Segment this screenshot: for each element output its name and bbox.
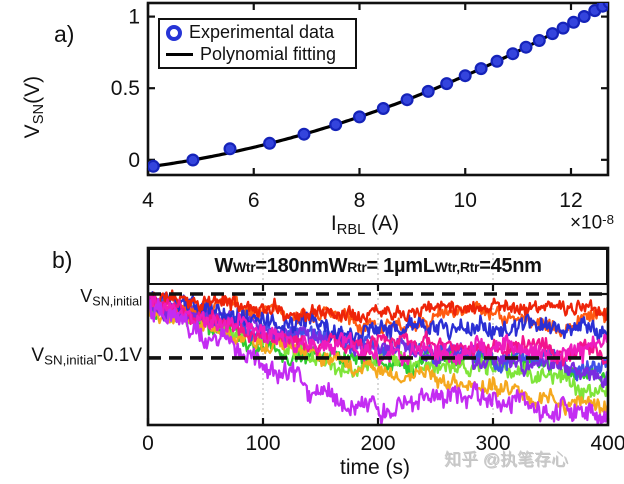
data-point [519,40,533,54]
data-point [440,77,454,91]
data-point [263,136,277,150]
data-point [329,118,343,132]
panel-a-xtick-label: 6 [248,189,260,212]
panel-a-ytick-label: 0.5 [111,77,140,100]
panel-b-xtick-label: 0 [142,432,154,455]
legend-entry-experimental: Experimental data [166,22,349,43]
trace-blue [148,291,608,344]
panel-b-xtick-label: 200 [360,432,395,455]
data-point [223,142,237,156]
data-point [567,15,581,29]
data-point [545,27,559,41]
panel-b-traces [148,289,608,425]
legend: Experimental data Polynomial fitting [158,18,357,69]
panel-a-label: a) [54,21,75,47]
panel-a-y-axis-label: VSN(V) [20,75,47,139]
data-point [577,10,591,24]
data-point [353,110,367,124]
panel-a-xtick-label: 4 [142,189,154,212]
legend-entry-label: Polynomial fitting [200,44,337,64]
panel-b-annotation: W Wtr =180nm W Rtr = 1µm L Wtr,Rtr =45nm [148,248,608,285]
panel-a-series [148,3,608,173]
data-point [376,101,390,115]
panel-a-ytick-label: 0 [128,149,140,172]
trace-magenta [148,292,608,367]
panel-b-xtick-label: 300 [475,432,510,455]
data-point [297,127,311,141]
panel-a-xtick-label: 10 [454,189,477,212]
watermark: 知乎 @执笔存心 [444,450,568,469]
trace-violet [148,297,608,425]
panel-b-reference-lines [148,292,608,360]
panel-b-xtick-label: 400 [590,432,624,455]
legend-entry-fitting: Polynomial fitting [166,44,349,65]
panel-a-x-axis-label: IRBL (A) [330,212,400,239]
panel-b-axes: 0 100 200 300 400 [142,246,624,455]
panel-a-ytick-label: 1 [128,6,140,29]
trace-red [148,289,608,324]
data-point [556,21,570,35]
panel-b-ref-label-initial: VSN,initial [80,286,142,309]
data-point [186,153,200,167]
data-point [602,3,608,9]
data-point [421,84,435,98]
panel-a-xtick-label: 8 [354,189,366,212]
data-point [400,93,414,107]
data-point [506,47,520,61]
panel-b-x-axis-label: time (s) [340,456,410,479]
scatter-marker-icon [166,24,182,41]
data-point [148,159,160,173]
legend-entry-label: Experimental data [189,22,335,42]
panel-a-x-axis-multiplier: ×10-8 [569,212,614,234]
panel-a-xtick-label: 12 [559,189,582,212]
panel-b-label: b) [52,247,73,273]
data-point [490,54,504,68]
data-point [474,62,488,76]
data-point [458,69,472,83]
data-point [532,33,546,47]
line-marker-icon [166,52,193,57]
panel-b-xtick-label: 100 [245,432,280,455]
panel-b-ref-label-initial-minus: VSN,initial-0.1V [31,345,142,368]
